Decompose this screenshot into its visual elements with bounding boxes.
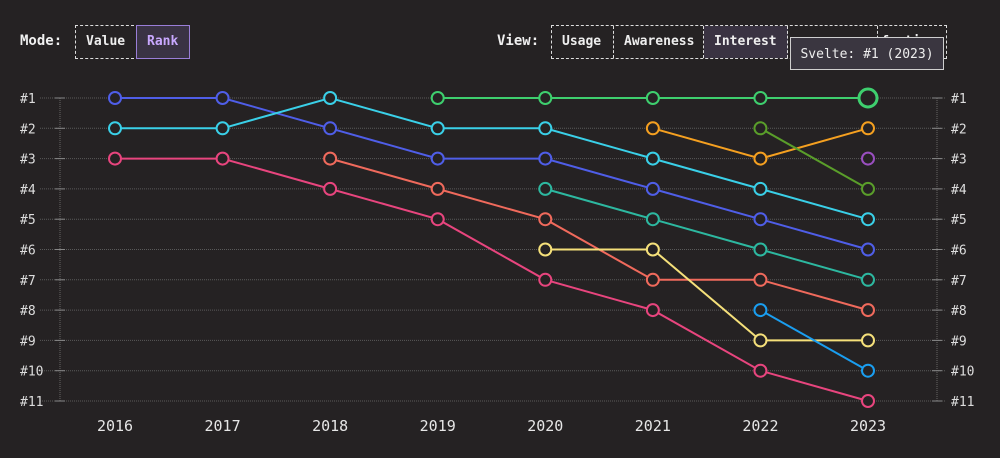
series-line: [545, 187, 869, 281]
data-point: [108, 121, 122, 136]
tooltip: Svelte: #1 (2023): [790, 37, 944, 70]
data-point: [861, 242, 875, 257]
data-point: [323, 91, 338, 105]
data-point: [323, 151, 338, 166]
data-point: [645, 212, 660, 227]
data-point: [861, 181, 875, 196]
y-tick-label-right: #1: [951, 92, 967, 107]
y-tick-label-left: #1: [20, 92, 36, 107]
data-point: [645, 91, 660, 105]
data-point: [861, 333, 875, 348]
y-tick-label-right: #9: [951, 334, 967, 349]
data-point: [645, 121, 660, 136]
data-point: [753, 121, 768, 136]
y-tick-label-left: #5: [20, 213, 36, 228]
data-point: [108, 151, 122, 166]
data-point: [215, 121, 230, 136]
view-label: View:: [497, 33, 540, 49]
data-point: [861, 272, 875, 287]
data-point: [323, 121, 338, 136]
y-tick-label-left: #8: [20, 304, 36, 319]
mode-toggle: Value Rank: [75, 25, 190, 59]
x-tick-label: 2021: [635, 417, 671, 435]
data-point: [430, 151, 445, 166]
data-point: [753, 363, 768, 378]
x-tick-label: 2020: [527, 417, 563, 435]
data-point: [753, 151, 768, 166]
y-tick-label-left: #9: [20, 334, 36, 349]
highlighted-point: [857, 87, 879, 109]
y-tick-label-right: #10: [951, 365, 974, 380]
data-point: [538, 272, 553, 287]
data-point: [645, 151, 660, 166]
data-point: [645, 303, 660, 318]
y-tick-label-right: #3: [951, 153, 967, 168]
data-point: [538, 91, 553, 105]
y-tick-label-left: #2: [20, 122, 36, 137]
y-tick-label-right: #8: [951, 304, 967, 319]
data-point: [753, 242, 768, 257]
y-tick-label-left: #6: [20, 244, 36, 259]
y-tick-label-right: #11: [951, 395, 974, 410]
data-point: [645, 181, 660, 196]
data-point: [861, 151, 875, 166]
view-usage-button[interactable]: Usage: [552, 26, 614, 58]
data-point: [645, 242, 660, 257]
data-point: [753, 333, 768, 348]
data-point: [538, 242, 553, 257]
series-line: [115, 97, 869, 251]
mode-value-button[interactable]: Value: [76, 26, 137, 58]
y-tick-label-left: #11: [20, 395, 43, 410]
data-point: [430, 181, 445, 196]
data-point: [753, 91, 768, 105]
y-tick-label-left: #7: [20, 274, 36, 289]
data-point: [215, 151, 230, 166]
data-point: [753, 212, 768, 227]
y-tick-label-right: #7: [951, 274, 967, 289]
x-tick-label: 2022: [742, 417, 778, 435]
series-line: [759, 127, 869, 190]
data-point: [861, 212, 875, 227]
data-point: [861, 121, 875, 136]
series-line: [115, 157, 869, 402]
data-point: [861, 394, 875, 408]
view-interest-button[interactable]: Interest: [704, 26, 788, 58]
data-point: [861, 303, 875, 318]
x-tick-label: 2017: [205, 417, 241, 435]
data-point: [323, 181, 338, 196]
y-tick-label-left: #3: [20, 153, 36, 168]
series-line: [115, 96, 869, 221]
data-point: [753, 272, 768, 287]
y-tick-label-right: #2: [951, 122, 967, 137]
mode-rank-button[interactable]: Rank: [136, 25, 190, 59]
series-line: [329, 157, 869, 312]
x-tick-label: 2019: [420, 417, 456, 435]
data-point: [753, 181, 768, 196]
x-tick-label: 2023: [850, 417, 886, 435]
data-point: [430, 91, 445, 105]
data-point: [753, 303, 768, 318]
y-tick-label-right: #5: [951, 213, 967, 228]
series-line: [545, 248, 868, 342]
data-point: [538, 212, 553, 227]
data-point: [430, 121, 445, 136]
data-point: [645, 272, 660, 287]
x-tick-label: 2016: [97, 417, 133, 435]
view-awareness-button[interactable]: Awareness: [614, 26, 704, 58]
data-point: [215, 91, 230, 105]
data-point: [538, 121, 553, 136]
x-tick-label: 2018: [312, 417, 348, 435]
data-point: [430, 212, 445, 227]
y-tick-label-right: #6: [951, 244, 967, 259]
data-point: [861, 363, 875, 378]
y-tick-label-left: #4: [20, 183, 36, 198]
data-point: [108, 91, 122, 105]
data-point: [538, 181, 553, 196]
data-point: [538, 151, 553, 166]
series-line: [759, 309, 869, 372]
y-tick-label-left: #10: [20, 365, 43, 380]
mode-label: Mode:: [20, 33, 63, 49]
y-tick-label-right: #4: [951, 183, 967, 198]
